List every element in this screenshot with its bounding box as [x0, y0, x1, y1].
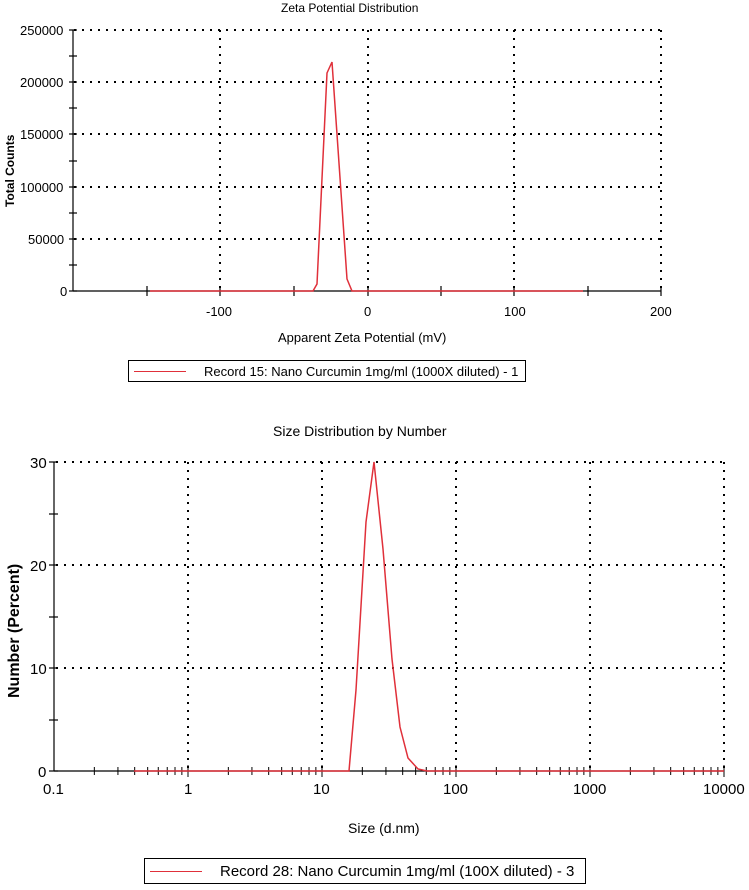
- zeta-plot-area: [69, 29, 662, 296]
- y-tick-label: 0: [60, 284, 68, 299]
- size-plot-area: [49, 461, 725, 777]
- size-series-line: [134, 461, 724, 772]
- x-tick-label: 200: [650, 304, 672, 319]
- y-tick-label: 200000: [20, 75, 64, 90]
- y-tick-label: 0: [38, 764, 47, 781]
- x-axis-label: Size (d.nm): [348, 820, 420, 836]
- x-tick-label: 1000: [573, 781, 607, 798]
- y-tick-label: 250000: [20, 23, 64, 38]
- x-tick-label: -100: [206, 304, 233, 319]
- y-axis-label: Total Counts: [3, 134, 17, 207]
- y-tick-label: 20: [30, 558, 47, 575]
- x-tick-label: 10: [313, 781, 330, 798]
- chart-title: Size Distribution by Number: [273, 423, 447, 439]
- y-axis-label: Number (Percent): [6, 563, 23, 698]
- x-tick-label: 0: [364, 304, 372, 319]
- legend-label: Record 15: Nano Curcumin 1mg/ml (1000X d…: [204, 363, 519, 379]
- y-tick-label: 50000: [28, 232, 65, 247]
- legend: Record 15: Nano Curcumin 1mg/ml (1000X d…: [128, 360, 526, 382]
- zeta-series-line: [150, 61, 583, 292]
- zeta-potential-chart: Zeta Potential Distribution: [0, 0, 749, 400]
- y-tick-label: 10: [30, 661, 47, 678]
- y-tick-label: 150000: [20, 127, 64, 142]
- x-tick-label: 100: [443, 781, 469, 798]
- y-tick-label: 100000: [20, 180, 64, 195]
- x-tick-label: 0.1: [43, 781, 64, 798]
- x-tick-label: 100: [504, 304, 526, 319]
- x-tick-label: 1: [184, 781, 193, 798]
- legend-line-swatch: [134, 370, 186, 372]
- x-tick-label: 10000: [703, 781, 745, 798]
- y-tick-label: 30: [30, 455, 47, 472]
- legend-line-swatch: [150, 870, 202, 872]
- chart-title: Zeta Potential Distribution: [281, 1, 419, 15]
- x-axis-label: Apparent Zeta Potential (mV): [278, 330, 447, 345]
- legend-label: Record 28: Nano Curcumin 1mg/ml (100X di…: [220, 862, 575, 880]
- size-distribution-chart: Size Distribution by Number 30 20 10: [0, 410, 749, 890]
- legend: Record 28: Nano Curcumin 1mg/ml (100X di…: [144, 858, 586, 884]
